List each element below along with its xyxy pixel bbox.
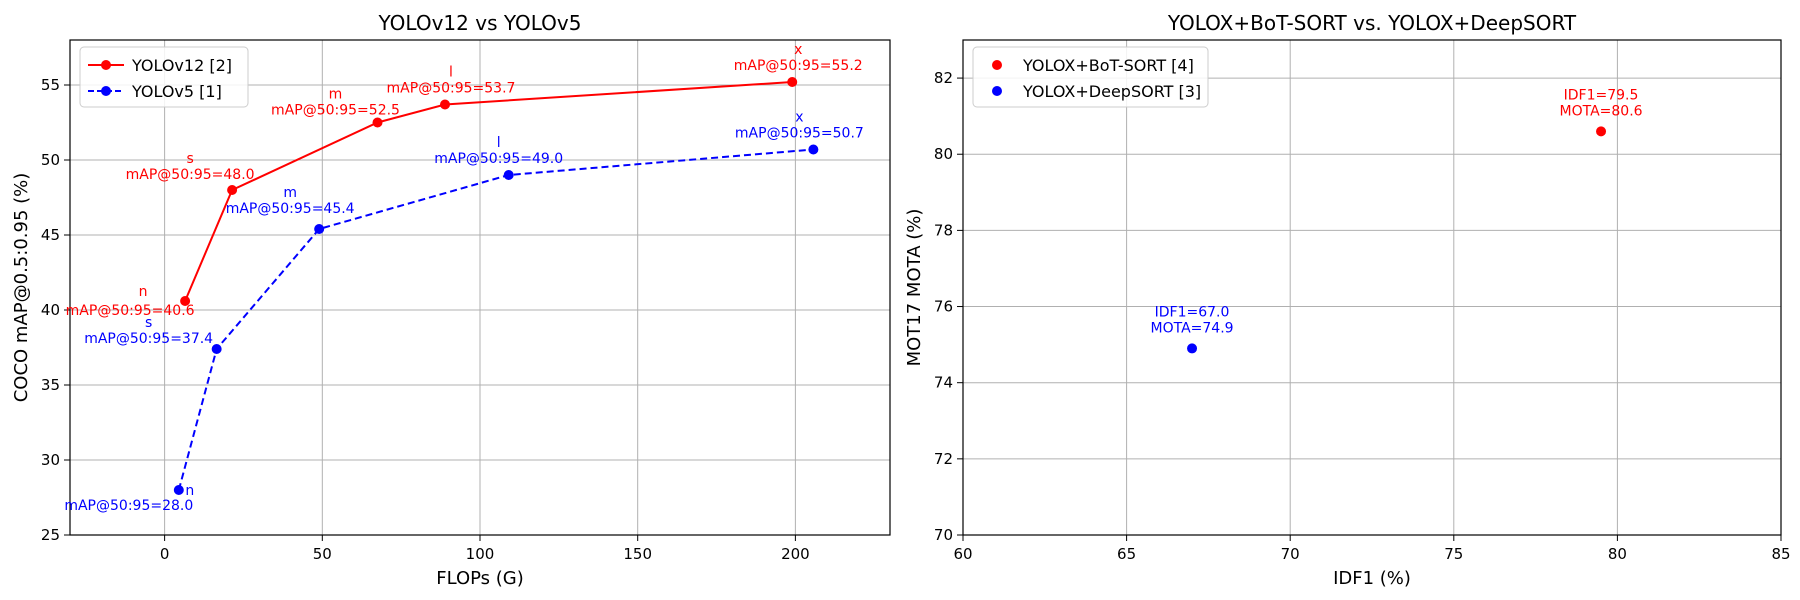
legend-marker [101, 86, 111, 96]
x-tick-label: 85 [1771, 545, 1790, 563]
data-label: mAP@50:95=40.6 [66, 303, 195, 319]
y-tick-label: 35 [41, 376, 60, 394]
size-label: n [139, 284, 148, 300]
data-point [314, 224, 325, 234]
legend: YOLOv12 [2] YOLOv5 [1] [79, 46, 249, 108]
chart-2: 60 65 70 75 80 85 70 72 74 76 78 80 82 YOLOX+BoT-SORT… [904, 11, 1791, 589]
plot-frame [962, 39, 1782, 536]
size-label: s [186, 151, 193, 167]
legend-marker [101, 60, 111, 70]
chart-title: YOLOX+BoT-SORT vs. YOLOX+DeepSORT [1167, 11, 1577, 35]
size-label: m [329, 87, 343, 103]
y-tick-label: 25 [41, 526, 60, 544]
size-label: m [283, 185, 297, 201]
data-label: mAP@50:95=37.4 [84, 331, 213, 347]
x-tick-label: 65 [1117, 545, 1136, 563]
legend-label: YOLOX+DeepSORT [3] [1022, 82, 1201, 101]
legend-box [972, 46, 1209, 108]
data-label-idf1: IDF1=79.5 [1564, 87, 1639, 103]
data-point [180, 296, 191, 306]
data-label: mAP@50:95=45.4 [226, 201, 355, 217]
y-tick-label: 82 [934, 69, 953, 87]
data-label-mota: MOTA=80.6 [1560, 103, 1643, 119]
data-point [439, 99, 450, 110]
legend-marker [992, 60, 1002, 70]
y-tick-label: 50 [41, 151, 60, 169]
legend: YOLOX+BoT-SORT [4] YOLOX+DeepSORT [3] [972, 46, 1209, 108]
y-tick-label: 80 [934, 145, 953, 163]
legend-label: YOLOv5 [1] [131, 82, 222, 101]
x-tick-label: 50 [313, 545, 332, 563]
data-point [1187, 343, 1198, 354]
y-tick-label: 45 [41, 226, 60, 244]
x-tick-label: 60 [953, 545, 972, 563]
y-tick-label: 78 [934, 221, 953, 239]
legend-label: YOLOX+BoT-SORT [4] [1022, 56, 1194, 75]
data-point [211, 344, 222, 354]
x-tick-label: 150 [623, 545, 652, 563]
size-label: l [449, 65, 453, 81]
x-tick-label: 100 [466, 545, 495, 563]
size-label: x [794, 42, 802, 58]
x-axis-label: IDF1 (%) [1333, 568, 1411, 589]
data-point [173, 485, 184, 495]
y-tick-label: 30 [41, 451, 60, 469]
data-label: mAP@50:95=28.0 [64, 498, 193, 514]
y-tick-label: 55 [41, 76, 60, 94]
data-label: mAP@50:95=55.2 [734, 58, 863, 74]
data-label: mAP@50:95=53.7 [387, 81, 516, 97]
legend-box [79, 46, 249, 108]
chart-1: 0 50 100 150 200 25 30 35 40 45 50 55 YOLOv12 vs YOL… [11, 11, 891, 589]
x-tick-label: 70 [1281, 545, 1300, 563]
size-label: l [497, 135, 501, 151]
data-label: mAP@50:95=52.5 [271, 103, 400, 119]
x-tick-label: 0 [160, 545, 170, 563]
data-point [503, 170, 514, 180]
x-tick-label: 200 [781, 545, 810, 563]
chart-title: YOLOv12 vs YOLOv5 [378, 11, 582, 35]
size-label: n [185, 483, 194, 499]
data-label-idf1: IDF1=67.0 [1155, 304, 1230, 320]
y-tick-label: 72 [934, 450, 953, 468]
x-tick-label: 75 [1444, 545, 1463, 563]
y-tick-label: 70 [934, 526, 953, 544]
x-axis-label: FLOPs (G) [436, 568, 524, 589]
data-point [372, 117, 383, 128]
data-point [1596, 126, 1607, 137]
y-axis-label: COCO mAP@0.5:0.95 (%) [11, 173, 32, 403]
data-label: mAP@50:95=49.0 [434, 151, 563, 167]
y-tick-label: 74 [934, 374, 953, 392]
y-tick-label: 76 [934, 298, 953, 316]
y-axis-label: MOT17 MOTA (%) [904, 209, 925, 367]
legend-marker [992, 86, 1002, 96]
data-label: mAP@50:95=48.0 [126, 167, 255, 183]
data-label: mAP@50:95=50.7 [735, 126, 864, 142]
y-tick-label: 40 [41, 301, 60, 319]
legend-label: YOLOv12 [2] [131, 56, 232, 75]
data-point [787, 77, 798, 87]
data-point [227, 185, 238, 195]
size-label: x [795, 110, 803, 126]
size-label: s [145, 315, 152, 331]
data-point [808, 144, 819, 155]
x-tick-label: 80 [1608, 545, 1627, 563]
data-label-mota: MOTA=74.9 [1151, 320, 1234, 336]
